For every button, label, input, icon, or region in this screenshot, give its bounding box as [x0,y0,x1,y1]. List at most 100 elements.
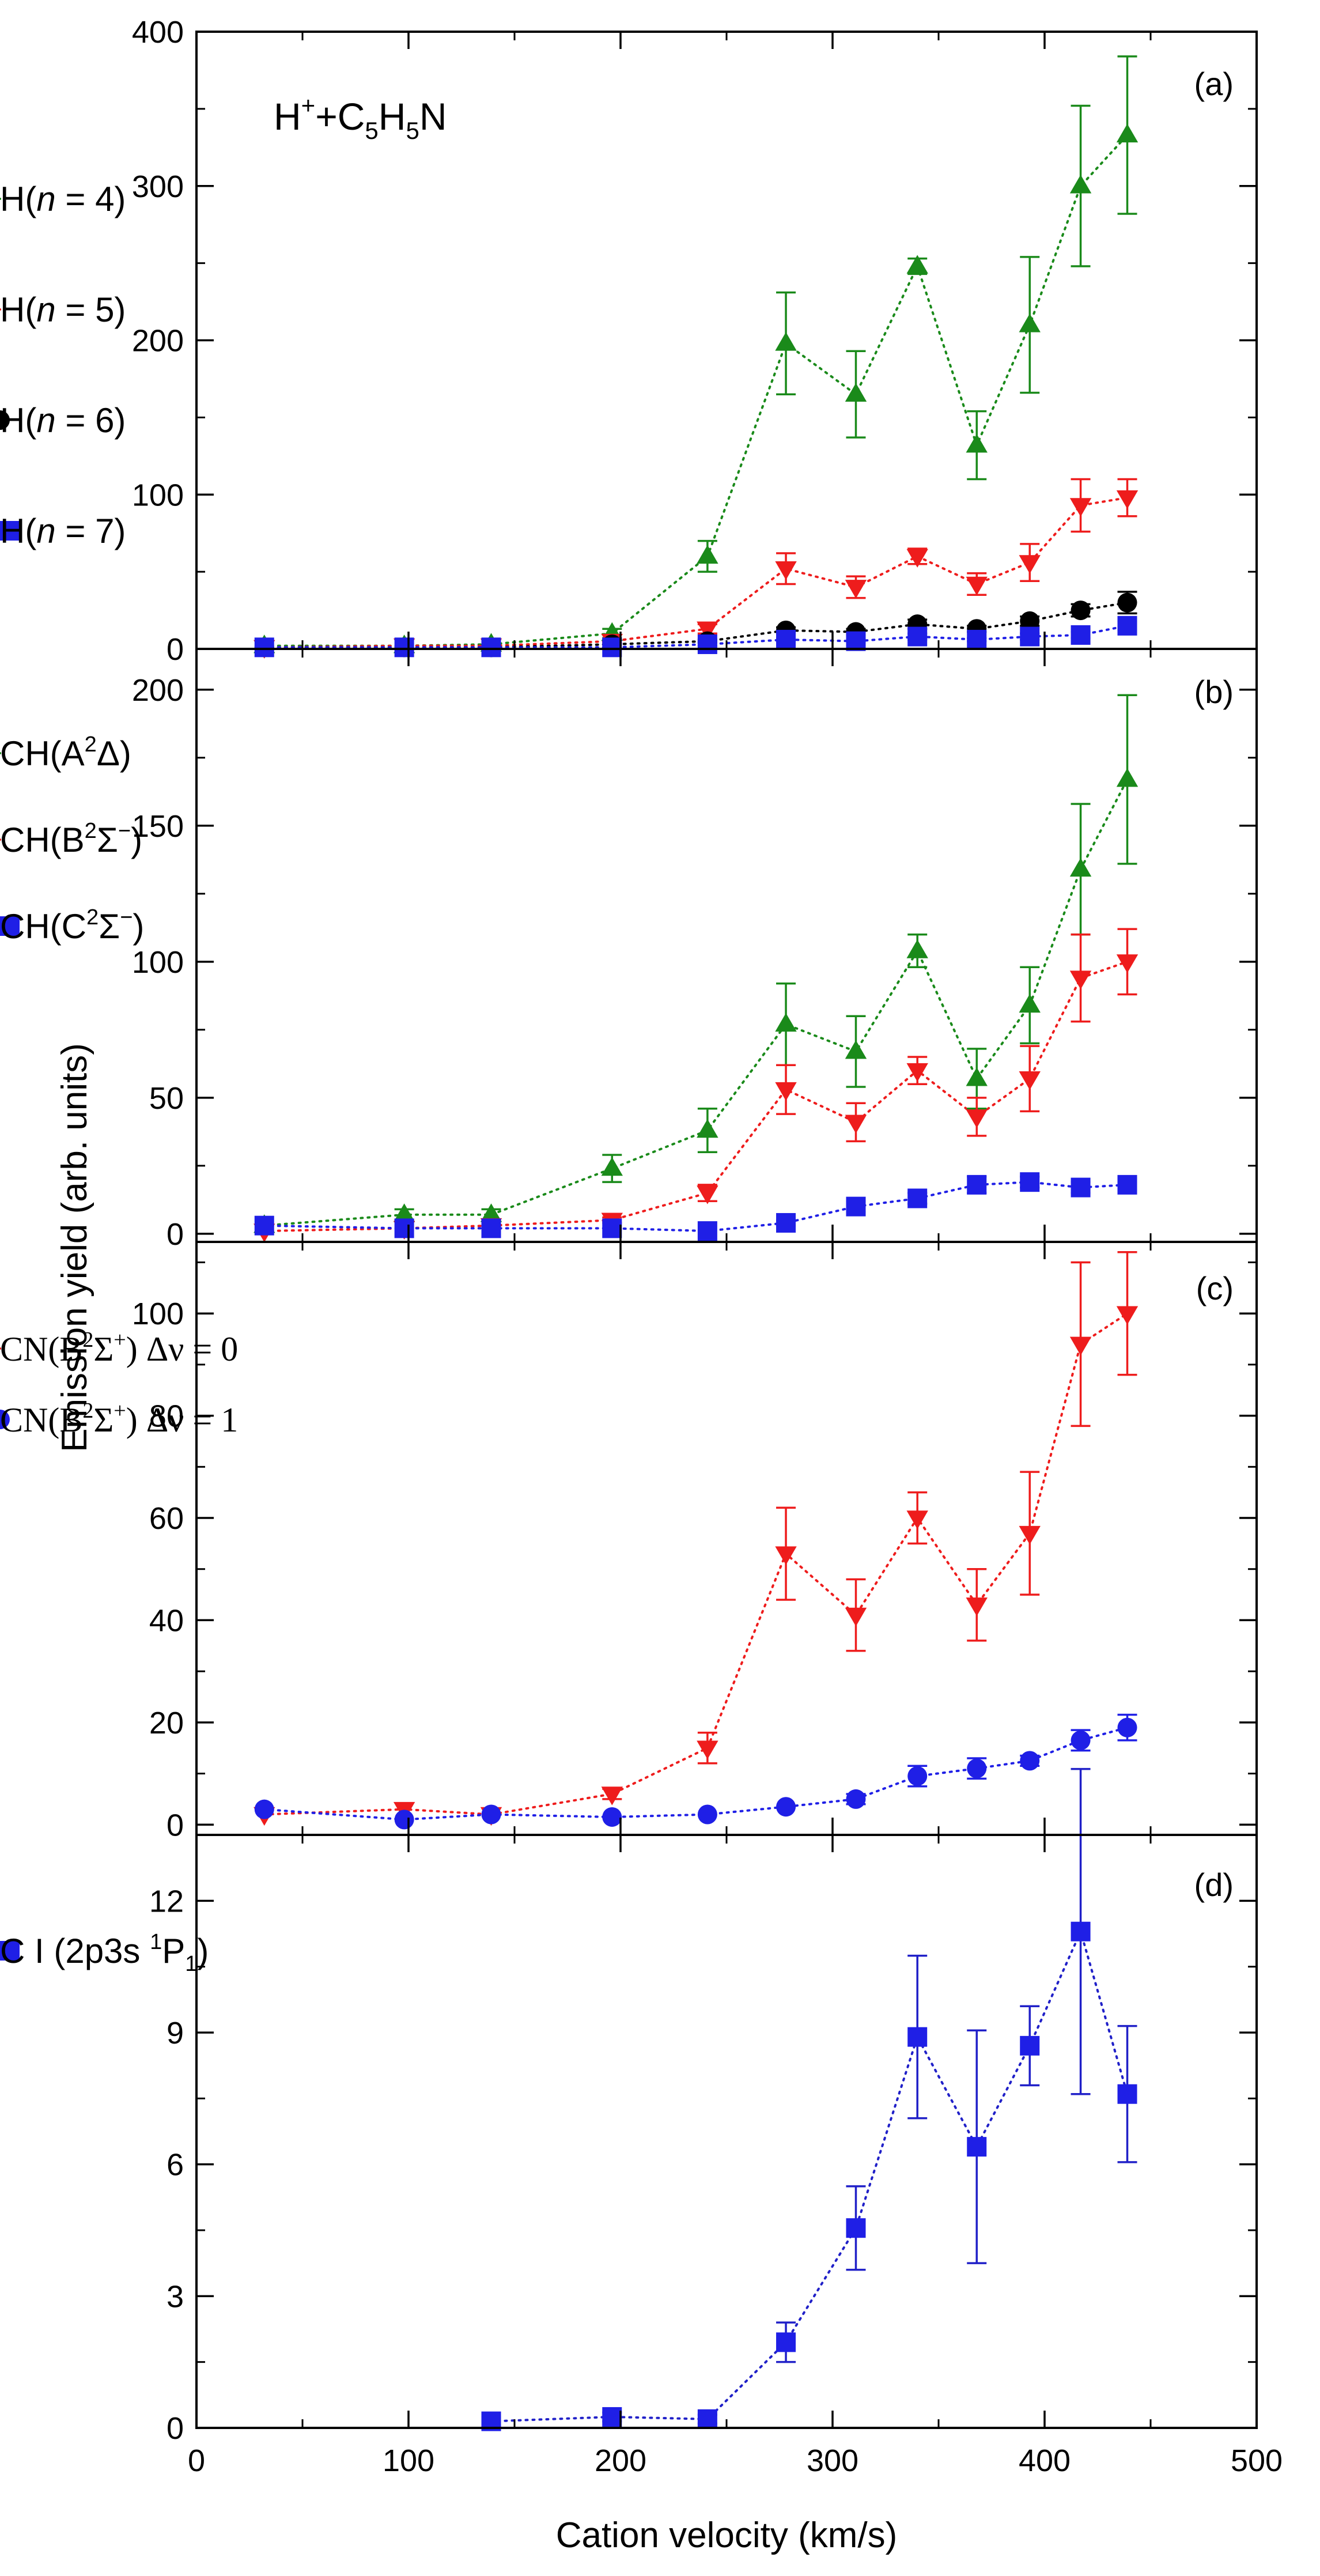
data-point-2-0-4 [697,1740,718,1759]
data-point-1-0-7 [906,939,928,958]
data-point-0-2-9 [1020,611,1040,631]
data-point-0-1-4 [697,621,718,640]
series-line-1-0 [263,778,1129,1227]
legend-marker-3-0 [0,1941,20,1961]
legend-label-2-1: CN(B2Σ+) Δν = 1 [0,1399,238,1439]
data-point-2-0-5 [775,1546,797,1565]
xtick-label-1: 100 [383,2443,434,2478]
data-point-0-3-2 [481,637,501,658]
series-line-0-2 [263,601,1129,649]
ytick-label-2-0: 0 [167,1808,184,1842]
series-line-2-1 [263,1726,1129,1821]
data-point-0-0-5 [775,332,797,351]
data-point-1-0-8 [966,1067,988,1086]
panel-label-3: (d) [1194,1867,1234,1903]
data-point-3-0-8 [1071,1921,1091,1942]
ytick-label-0-2: 200 [132,324,184,358]
legend-marker-1-2 [0,916,20,936]
data-point-1-0-4 [697,1119,718,1138]
data-point-0-1-8 [966,576,988,596]
data-point-0-1-9 [1019,555,1041,574]
data-point-2-1-2 [481,1804,501,1825]
series-line-0-0 [263,134,1129,647]
series-line-0-3 [263,624,1129,649]
data-point-3-0-1 [602,2407,622,2427]
xtick-label-2: 200 [595,2443,646,2478]
data-point-0-0-10 [1069,175,1092,194]
ytick-label-2-2: 40 [149,1603,184,1638]
panel-frame-1 [195,648,1258,1243]
data-point-0-0-8 [966,434,988,453]
data-point-3-0-9 [1117,2084,1137,2104]
ytick-label-2-1: 20 [149,1706,184,1740]
data-point-1-0-11 [1116,768,1139,787]
data-point-2-0-7 [906,1510,928,1529]
data-point-0-1-6 [845,580,867,599]
data-point-2-0-9 [1019,1525,1041,1545]
ytick-label-2-3: 60 [149,1501,184,1536]
data-point-2-1-4 [697,1804,717,1825]
data-point-0-3-11 [1117,615,1137,636]
panel-frame-2 [195,1241,1258,1836]
data-point-3-0-6 [967,2137,987,2157]
data-point-2-1-7 [907,1766,928,1786]
data-point-1-2-11 [1117,1174,1137,1195]
ytick-label-1-4: 200 [132,673,184,708]
legend-marker-0-3 [0,521,20,541]
data-point-1-1-5 [775,1082,797,1101]
data-point-1-0-10 [1069,858,1092,877]
data-point-0-3-5 [776,629,796,649]
data-point-1-0-5 [775,1013,797,1032]
data-point-0-3-6 [846,631,866,651]
data-point-1-2-0 [254,1215,274,1236]
ytick-label-1-0: 0 [167,1217,184,1252]
xtick-label-4: 400 [1019,2443,1071,2478]
ytick-label-3-2: 6 [167,2148,184,2182]
panel-label-2: (c) [1196,1270,1234,1306]
legend-marker-0-2 [0,410,10,430]
data-point-1-1-6 [845,1115,867,1134]
data-point-2-0-10 [1069,1336,1092,1355]
data-point-1-2-7 [907,1188,928,1208]
ytick-label-2-4: 80 [149,1399,184,1434]
data-point-0-3-4 [697,634,717,654]
panel-a-title: H++C5H5N [274,92,447,144]
data-point-0-1-11 [1116,490,1139,509]
xtick-label-3: 300 [807,2443,858,2478]
data-point-1-2-6 [846,1196,866,1217]
data-point-2-0-6 [845,1607,867,1627]
legend-label-0-1: H(n = 5) [0,290,126,329]
legend-label-3-0: C I (2p3s 1P1) [0,1930,209,1976]
ytick-label-1-1: 50 [149,1081,184,1116]
data-point-2-1-3 [602,1807,622,1827]
data-point-0-2-10 [1071,600,1091,621]
data-point-1-2-10 [1071,1177,1091,1198]
panel-label-0: (a) [1194,66,1234,102]
data-point-0-3-9 [1020,626,1040,647]
data-point-1-2-8 [967,1174,987,1195]
ytick-label-3-1: 3 [167,2279,184,2314]
legend-label-2-0: CN(B2Σ+) Δν = 0 [0,1328,238,1368]
legend-label-1-0: CH(A2Δ) [0,732,131,773]
data-point-2-1-8 [967,1758,987,1778]
xtick-label-5: 500 [1231,2443,1283,2478]
ytick-label-2-5: 100 [132,1297,184,1331]
data-point-2-1-10 [1071,1730,1091,1750]
ytick-label-1-3: 150 [132,809,184,844]
ytick-label-3-4: 12 [149,1884,184,1918]
data-point-1-0-6 [845,1040,867,1059]
data-point-0-3-10 [1071,625,1091,645]
data-point-1-2-5 [776,1213,796,1233]
data-point-0-2-11 [1117,592,1137,613]
legend-label-1-1: CH(B2Σ−) [0,819,142,859]
data-point-3-0-4 [846,2218,866,2238]
data-point-1-1-4 [697,1185,718,1204]
data-point-2-0-8 [966,1597,988,1616]
data-point-2-0-11 [1116,1306,1139,1325]
data-point-0-0-7 [906,255,928,274]
data-point-2-1-5 [776,1797,796,1817]
data-point-0-3-3 [602,637,622,658]
legend-label-0-2: H(n = 6) [0,401,126,440]
data-point-0-0-4 [697,545,718,564]
